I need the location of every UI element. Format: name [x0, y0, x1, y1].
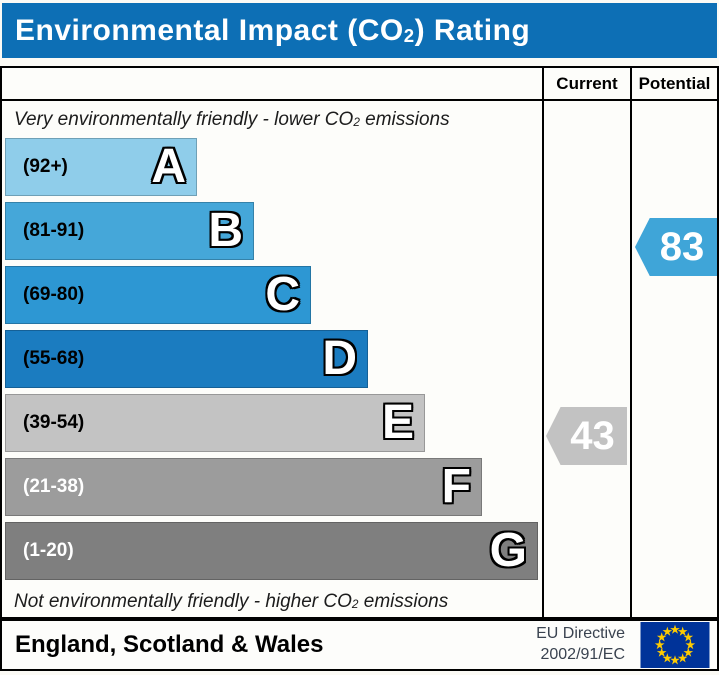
band-d-letter: D [322, 332, 357, 385]
chart-title: Environmental Impact (CO2) Rating [15, 13, 531, 47]
band-d-range-label: (55-68) [23, 348, 85, 369]
band-c: (69-80) C [5, 266, 311, 324]
footer-bar: England, Scotland & Wales EU Directive 2… [0, 619, 719, 671]
band-f-letter: F [441, 460, 471, 513]
band-g: (1-20) G [5, 522, 538, 580]
top-caption: Very environmentally friendly - lower CO… [14, 108, 450, 130]
header-spacer [2, 68, 542, 99]
current-column-header: Current [542, 68, 630, 99]
band-b-range-label: (81-91) [23, 220, 85, 241]
chart-title-bar: Environmental Impact (CO2) Rating [2, 3, 717, 58]
band-c-letter: C [265, 268, 300, 321]
band-a: (92+) A [5, 138, 197, 196]
potential-column-header: Potential [630, 68, 717, 99]
band-f-range-label: (21-38) [23, 476, 85, 497]
table-header-row: Current Potential [2, 68, 717, 101]
band-a-letter: A [151, 140, 186, 193]
band-g-range-label: (1-20) [23, 540, 74, 561]
band-b: (81-91) B [5, 202, 254, 260]
eu-flag-icon [635, 622, 715, 668]
band-g-letter: G [489, 524, 527, 577]
table-body: Very environmentally friendly - lower CO… [2, 101, 717, 617]
region-label: England, Scotland & Wales [15, 631, 324, 658]
band-b-letter: B [208, 204, 243, 257]
potential-rating-arrow: 83 [635, 218, 717, 276]
eu-directive-label: EU Directive 2002/91/EC [536, 625, 625, 663]
bands-column: Very environmentally friendly - lower CO… [2, 101, 542, 617]
bottom-caption: Not environmentally friendly - higher CO… [14, 590, 449, 612]
current-rating-arrow: 43 [546, 407, 627, 465]
band-d: (55-68) D [5, 330, 368, 388]
rating-table: Current Potential Very environmentally f… [0, 66, 719, 619]
band-e-letter: E [381, 396, 414, 449]
potential-rating-value: 83 [659, 224, 705, 269]
band-e-range-label: (39-54) [23, 412, 85, 433]
band-a-range-label: (92+) [23, 156, 68, 177]
band-e: (39-54) E [5, 394, 425, 452]
band-c-range-label: (69-80) [23, 284, 85, 305]
current-column: 43 [542, 101, 630, 617]
potential-column: 83 [630, 101, 717, 617]
current-rating-value: 43 [570, 413, 615, 458]
band-f: (21-38) F [5, 458, 482, 516]
